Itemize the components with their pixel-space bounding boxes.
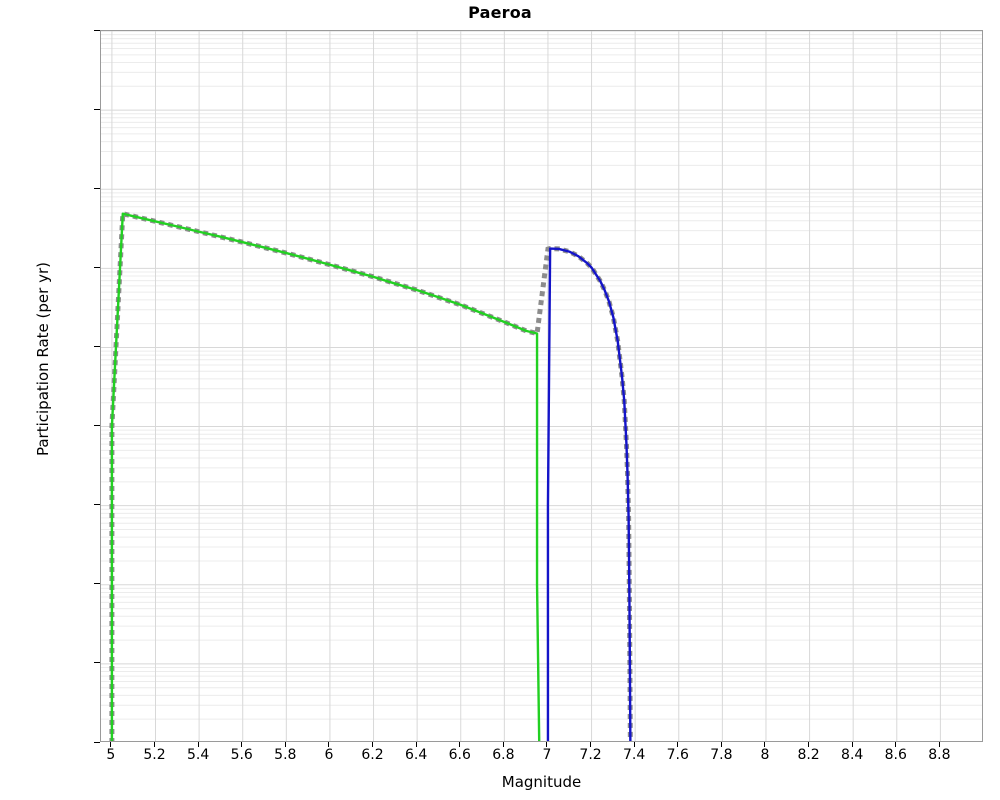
x-tick-label: 8.8 bbox=[928, 747, 951, 763]
y-tick-mark bbox=[94, 108, 100, 110]
x-tick-mark bbox=[720, 742, 722, 747]
y-axis-label: Participation Rate (per yr) bbox=[34, 262, 52, 457]
x-tick-label: 5.2 bbox=[143, 747, 166, 763]
x-tick-label: 6.2 bbox=[361, 747, 384, 763]
x-tick-mark bbox=[459, 742, 461, 747]
y-tick-mark bbox=[94, 425, 100, 427]
x-tick-label: 7.8 bbox=[710, 747, 733, 763]
x-tick-mark bbox=[590, 742, 592, 747]
x-tick-label: 5.4 bbox=[186, 747, 210, 763]
x-tick-mark bbox=[284, 742, 286, 747]
y-tick-mark bbox=[94, 583, 100, 585]
x-tick-label: 5.6 bbox=[230, 747, 253, 763]
x-tick-label: 6.4 bbox=[404, 747, 428, 763]
x-tick-mark bbox=[677, 742, 679, 747]
y-tick-mark bbox=[94, 345, 100, 347]
x-tick-label: 7.4 bbox=[623, 747, 646, 763]
x-tick-label: 7 bbox=[542, 747, 552, 763]
total-hazard-curve bbox=[109, 210, 633, 741]
x-tick-mark bbox=[502, 742, 504, 747]
distributed-seismicity-curve bbox=[110, 212, 541, 741]
x-tick-mark bbox=[372, 742, 374, 747]
x-tick-label: 7.2 bbox=[579, 747, 602, 763]
x-tick-mark bbox=[110, 742, 112, 747]
x-tick-mark bbox=[808, 742, 810, 747]
y-tick-mark bbox=[94, 266, 100, 268]
x-tick-mark bbox=[328, 742, 330, 747]
x-tick-mark bbox=[938, 742, 940, 747]
x-tick-label: 7.6 bbox=[666, 747, 689, 763]
chart-title: Paeroa bbox=[468, 3, 532, 22]
x-axis-label: Magnitude bbox=[501, 773, 582, 791]
x-tick-mark bbox=[546, 742, 548, 747]
x-tick-label: 5.8 bbox=[274, 747, 297, 763]
y-tick-mark bbox=[94, 504, 100, 506]
x-tick-label: 5 bbox=[106, 747, 116, 763]
grid-layer bbox=[101, 31, 982, 741]
y-tick-mark bbox=[94, 662, 100, 664]
y-tick-mark bbox=[94, 29, 100, 31]
x-tick-label: 8 bbox=[760, 747, 770, 763]
y-tick-mark bbox=[94, 741, 100, 743]
fault-source-curve bbox=[546, 247, 632, 741]
x-tick-label: 8.6 bbox=[884, 747, 907, 763]
x-tick-label: 6 bbox=[324, 747, 334, 763]
x-tick-label: 6.6 bbox=[448, 747, 471, 763]
x-tick-mark bbox=[241, 742, 243, 747]
x-tick-label: 8.4 bbox=[841, 747, 864, 763]
x-tick-mark bbox=[415, 742, 417, 747]
x-tick-mark bbox=[633, 742, 635, 747]
x-tick-mark bbox=[764, 742, 766, 747]
x-tick-label: 6.8 bbox=[492, 747, 515, 763]
x-tick-mark bbox=[895, 742, 897, 747]
series-layer bbox=[109, 210, 633, 741]
y-tick-mark bbox=[94, 187, 100, 189]
x-tick-mark bbox=[851, 742, 853, 747]
x-tick-label: 8.2 bbox=[797, 747, 820, 763]
plot-area bbox=[100, 30, 983, 742]
x-tick-mark bbox=[197, 742, 199, 747]
x-tick-mark bbox=[154, 742, 155, 747]
